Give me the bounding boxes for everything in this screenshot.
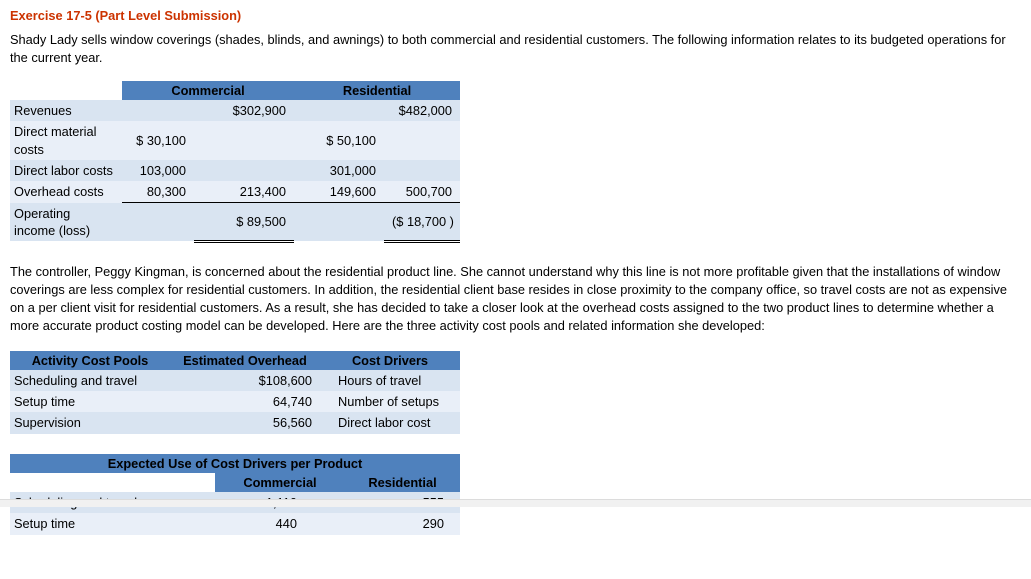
row-label: Direct material costs: [10, 121, 122, 160]
driver-cell: Hours of travel: [320, 370, 460, 391]
page-title: Exercise 17-5 (Part Level Submission): [10, 8, 1021, 23]
amount-cell: [384, 160, 460, 181]
table-row: Operating income (loss) $ 89,500 ($ 18,7…: [10, 203, 460, 242]
table-row: Direct material costs $ 30,100 $ 50,100: [10, 121, 460, 160]
amount-cell: $ 50,100: [294, 121, 384, 160]
budget-income-table: Commercial Residential Revenues $302,900…: [10, 81, 460, 243]
table-row: Setup time 64,740 Number of setups: [10, 391, 460, 412]
overhead-column-header: Estimated Overhead: [170, 351, 320, 370]
amount-cell: 500,700: [384, 181, 460, 203]
row-label: Supervision: [10, 412, 170, 433]
blank-header-cell: [10, 473, 215, 492]
amount-cell: 440: [215, 513, 345, 534]
table-row: Revenues $302,900 $482,000: [10, 100, 460, 121]
controller-paragraph: The controller, Peggy Kingman, is concer…: [10, 263, 1021, 335]
amount-cell: $302,900: [194, 100, 294, 121]
amount-cell: 103,000: [122, 160, 194, 181]
pools-column-header: Activity Cost Pools: [10, 351, 170, 370]
blank-header-cell: [10, 81, 122, 100]
amount-cell: $108,600: [170, 370, 320, 391]
row-label: Setup time: [10, 391, 170, 412]
amount-cell: 301,000: [294, 160, 384, 181]
table-header-row: Activity Cost Pools Estimated Overhead C…: [10, 351, 460, 370]
amount-cell: 64,740: [170, 391, 320, 412]
cost-drivers-table: Expected Use of Cost Drivers per Product…: [10, 454, 460, 535]
amount-cell: 290: [345, 513, 460, 534]
amount-cell: [122, 100, 194, 121]
table-header-row: Commercial Residential: [10, 473, 460, 492]
table-row: Setup time 440 290: [10, 513, 460, 534]
driver-cell: Direct labor cost: [320, 412, 460, 433]
commercial-column-header: Commercial: [122, 81, 294, 100]
table-row: Supervision 56,560 Direct labor cost: [10, 412, 460, 433]
cost-pools-table: Activity Cost Pools Estimated Overhead C…: [10, 351, 460, 434]
drivers-column-header: Cost Drivers: [320, 351, 460, 370]
row-label: Operating income (loss): [10, 203, 122, 242]
drivers-table-title: Expected Use of Cost Drivers per Product: [10, 454, 460, 473]
amount-cell: 149,600: [294, 181, 384, 203]
row-label: Revenues: [10, 100, 122, 121]
amount-cell: 213,400: [194, 181, 294, 203]
amount-cell: $ 89,500: [194, 203, 294, 242]
amount-cell: $ 30,100: [122, 121, 194, 160]
amount-cell: [122, 203, 194, 242]
amount-cell: $482,000: [384, 100, 460, 121]
driver-cell: Number of setups: [320, 391, 460, 412]
commercial-column-header: Commercial: [215, 473, 345, 492]
table-row: Direct labor costs 103,000 301,000: [10, 160, 460, 181]
row-label: Direct labor costs: [10, 160, 122, 181]
row-label: Scheduling and travel: [10, 370, 170, 391]
amount-cell: 80,300: [122, 181, 194, 203]
intro-paragraph: Shady Lady sells window coverings (shade…: [10, 31, 1021, 67]
amount-cell: [294, 203, 384, 242]
amount-cell: [294, 100, 384, 121]
residential-column-header: Residential: [294, 81, 460, 100]
amount-cell: [384, 121, 460, 160]
table-header-row: Commercial Residential: [10, 81, 460, 100]
amount-cell: [194, 160, 294, 181]
row-label: Setup time: [10, 513, 215, 534]
amount-cell: [194, 121, 294, 160]
table-row: Scheduling and travel $108,600 Hours of …: [10, 370, 460, 391]
table-row: Overhead costs 80,300 213,400 149,600 50…: [10, 181, 460, 203]
residential-column-header: Residential: [345, 473, 460, 492]
amount-cell: ($ 18,700 ): [384, 203, 460, 242]
row-label: Overhead costs: [10, 181, 122, 203]
amount-cell: 56,560: [170, 412, 320, 433]
table-header-row: Expected Use of Cost Drivers per Product: [10, 454, 460, 473]
horizontal-scrollbar[interactable]: [0, 499, 1031, 507]
